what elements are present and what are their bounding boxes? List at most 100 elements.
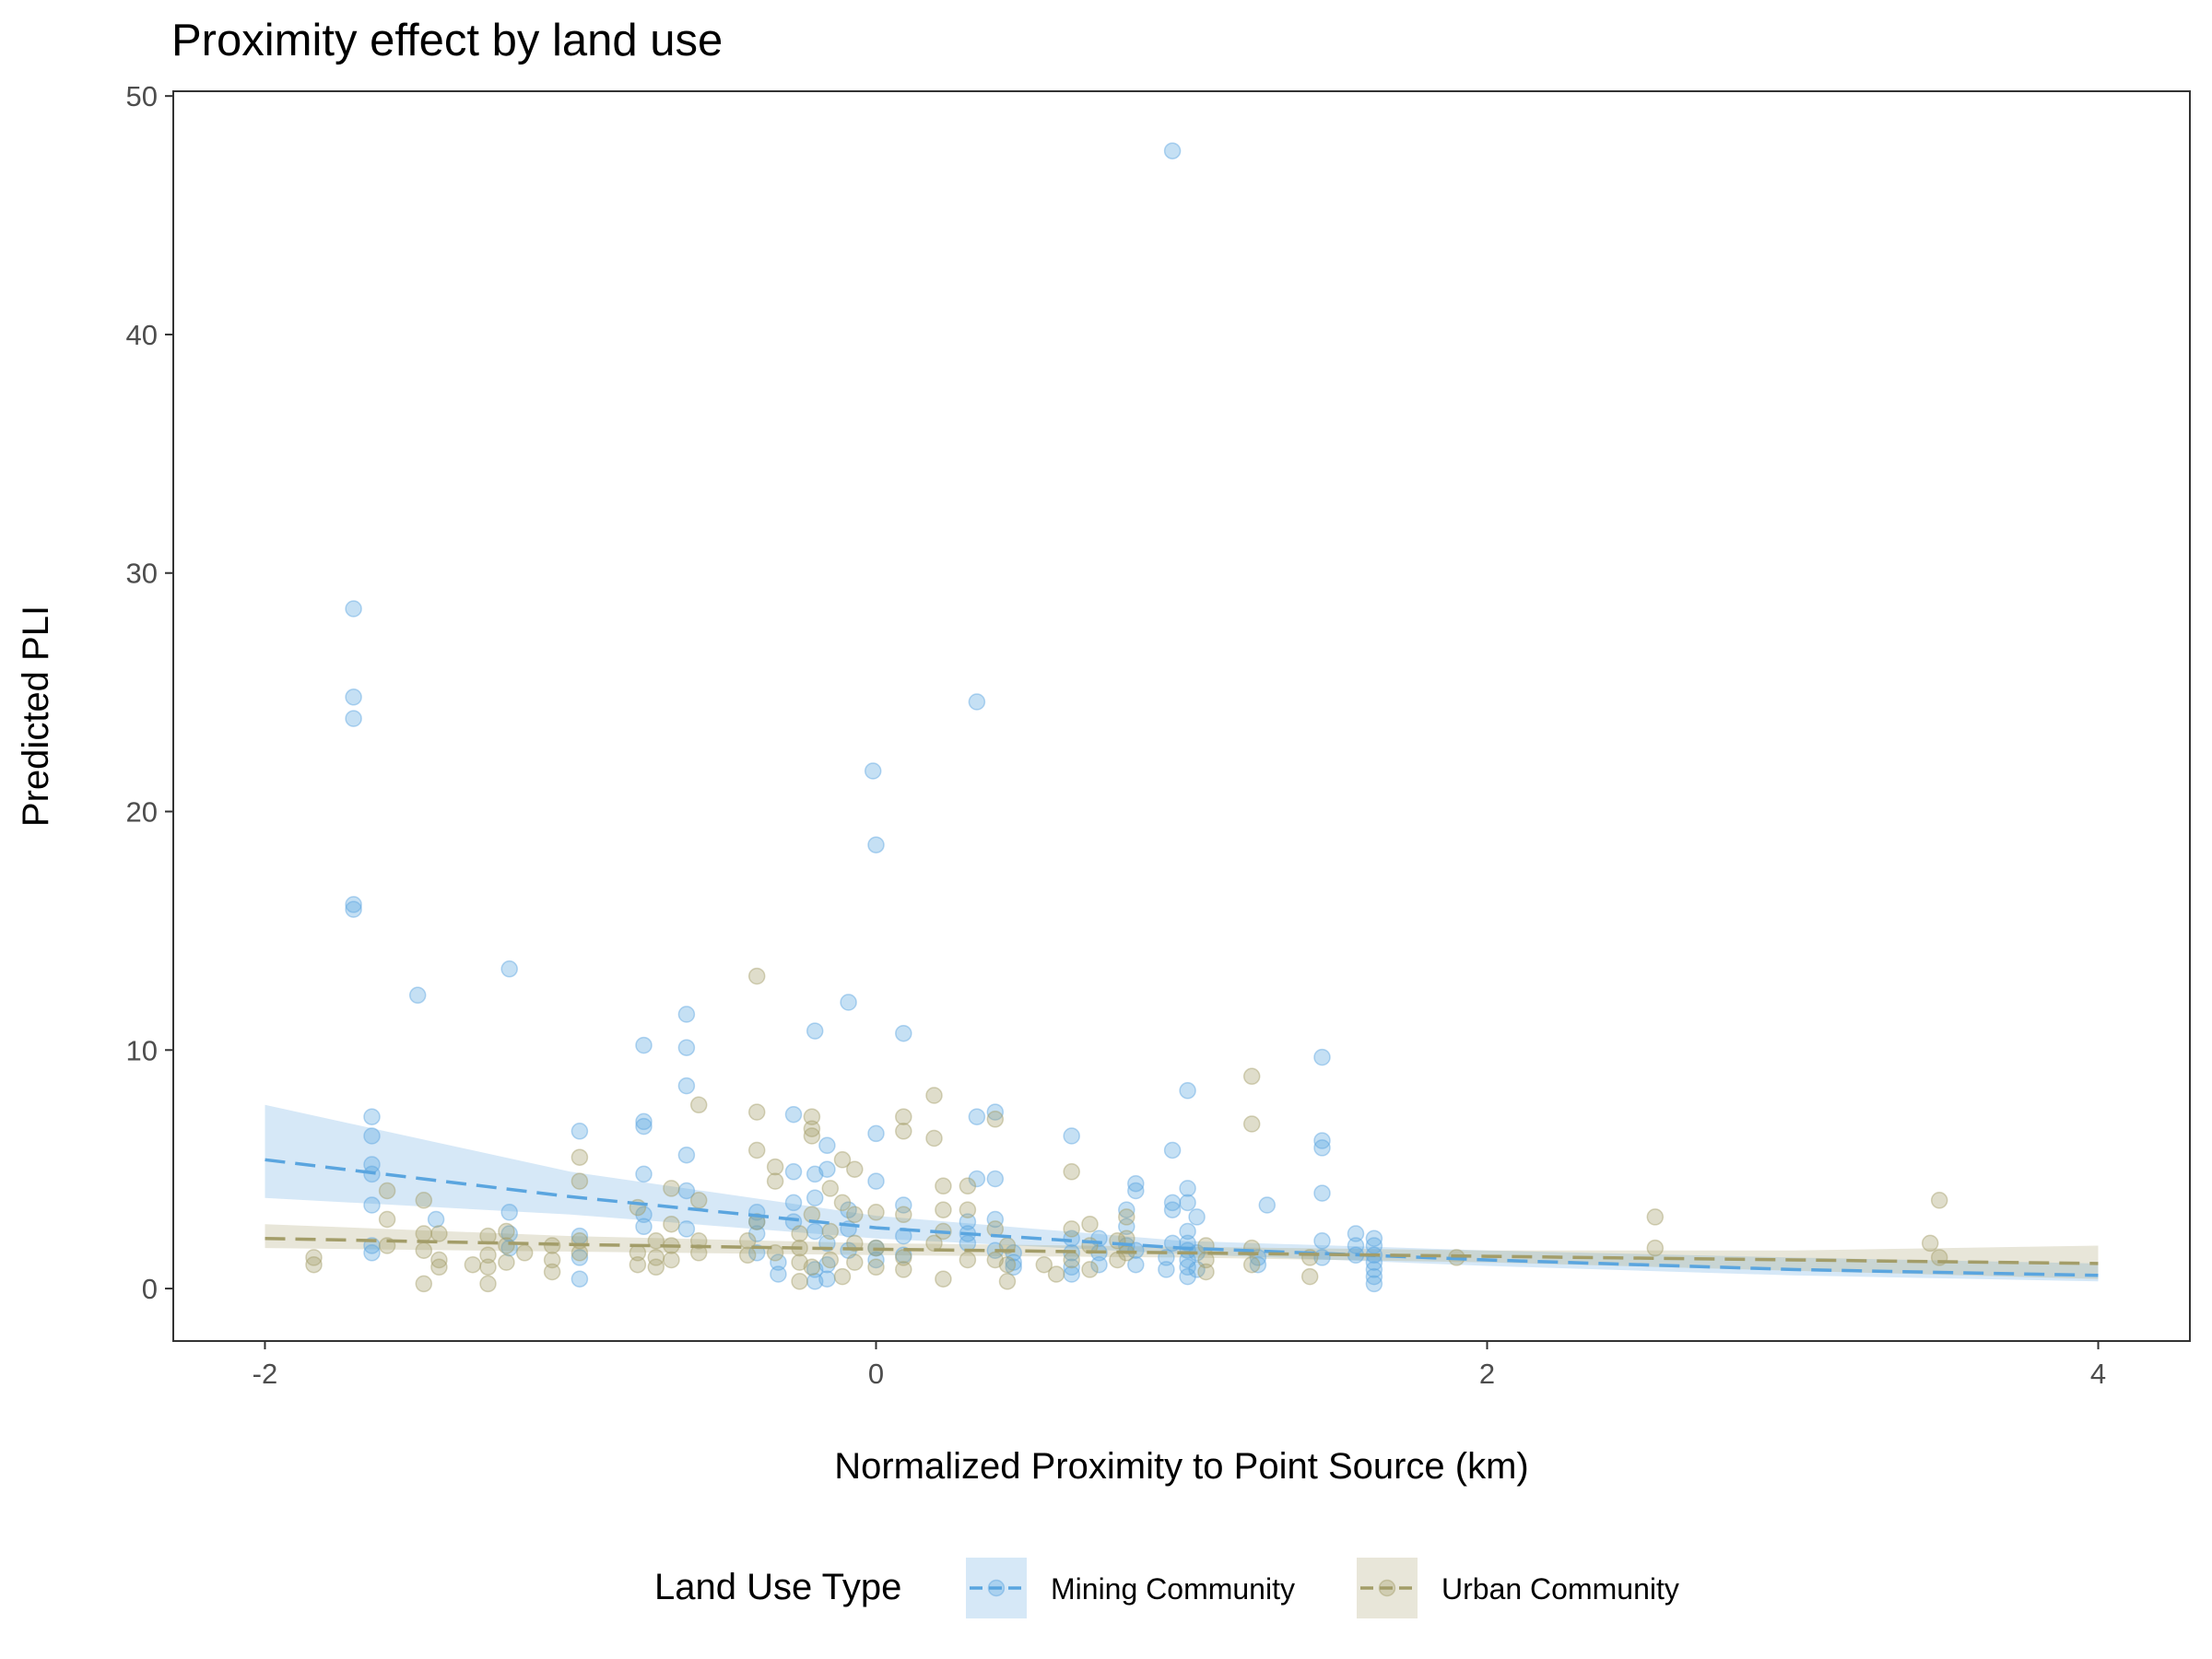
data-point-urban-community — [479, 1258, 497, 1277]
data-point-urban-community — [1646, 1239, 1665, 1257]
data-point-urban-community — [846, 1160, 864, 1178]
y-tick-label: 0 — [142, 1273, 158, 1305]
data-point-urban-community — [378, 1210, 396, 1229]
data-point-urban-community — [1242, 1255, 1261, 1274]
data-point-mining-community — [818, 1255, 836, 1274]
trend-line-mining-community — [265, 1158, 2099, 1277]
data-point-mining-community — [1258, 1196, 1277, 1214]
data-point-urban-community — [571, 1172, 589, 1190]
data-point-mining-community — [1365, 1230, 1383, 1247]
data-point-mining-community — [895, 1196, 912, 1214]
data-point-mining-community — [1365, 1275, 1383, 1293]
data-point-mining-community — [1313, 1232, 1331, 1250]
data-point-urban-community — [895, 1261, 912, 1278]
data-point-mining-community — [986, 1170, 1005, 1188]
data-point-urban-community — [464, 1255, 482, 1274]
data-point-urban-community — [479, 1275, 497, 1293]
data-point-urban-community — [738, 1232, 757, 1250]
y-tick-label: 20 — [126, 796, 158, 829]
data-point-mining-community — [635, 1036, 653, 1054]
panel-border — [172, 90, 2191, 1342]
legend-label-mining-community: Mining Community — [1051, 1572, 1295, 1606]
data-point-urban-community — [415, 1241, 433, 1259]
data-point-urban-community — [1197, 1263, 1215, 1281]
data-point-mining-community — [1179, 1180, 1196, 1197]
data-point-urban-community — [1035, 1255, 1053, 1274]
data-point-mining-community — [1005, 1253, 1022, 1271]
data-point-mining-community — [1127, 1241, 1145, 1259]
data-point-urban-community — [663, 1251, 680, 1269]
data-point-mining-community — [1365, 1261, 1383, 1278]
y-tick-label: 30 — [126, 558, 158, 590]
data-point-mining-community — [1163, 142, 1182, 159]
data-point-mining-community — [864, 762, 882, 780]
data-point-mining-community — [677, 1220, 696, 1238]
data-point-mining-community — [363, 1108, 381, 1125]
data-point-urban-community — [689, 1192, 708, 1209]
data-point-mining-community — [1163, 1141, 1182, 1159]
data-point-urban-community — [1242, 1067, 1261, 1086]
data-point-mining-community — [747, 1213, 766, 1230]
data-point-urban-community — [1081, 1261, 1099, 1278]
data-point-mining-community — [1063, 1265, 1080, 1283]
data-point-urban-community — [747, 967, 766, 985]
data-point-mining-community — [677, 1039, 696, 1056]
data-point-mining-community — [818, 1136, 836, 1155]
data-point-mining-community — [345, 710, 362, 727]
data-point-urban-community — [663, 1215, 680, 1233]
data-point-mining-community — [895, 1024, 912, 1042]
data-point-mining-community — [968, 1108, 986, 1125]
legend-key-point-mining-community — [987, 1579, 1006, 1597]
data-point-mining-community — [500, 960, 518, 978]
data-point-mining-community — [818, 1270, 836, 1288]
data-point-mining-community — [867, 1172, 885, 1190]
data-point-mining-community — [1163, 1201, 1182, 1218]
data-point-mining-community — [1179, 1222, 1196, 1241]
data-point-urban-community — [1921, 1234, 1939, 1253]
data-point-urban-community — [498, 1222, 515, 1241]
data-point-mining-community — [784, 1194, 803, 1212]
x-axis-title: Normalized Proximity to Point Source (km… — [834, 1446, 1529, 1487]
data-point-urban-community — [738, 1246, 757, 1265]
data-point-urban-community — [867, 1204, 885, 1221]
data-point-urban-community — [430, 1258, 448, 1277]
data-point-mining-community — [500, 1204, 518, 1221]
y-tick-label: 50 — [126, 80, 158, 112]
data-point-mining-community — [635, 1165, 653, 1183]
data-point-mining-community — [770, 1253, 787, 1271]
data-point-mining-community — [840, 1201, 857, 1218]
data-point-mining-community — [1127, 1174, 1145, 1193]
chart-title: Proximity effect by land use — [171, 16, 723, 65]
legend-label-urban-community: Urban Community — [1441, 1572, 1679, 1606]
data-point-urban-community — [867, 1258, 885, 1277]
data-point-urban-community — [1063, 1251, 1080, 1269]
data-point-mining-community — [677, 1182, 696, 1200]
data-point-mining-community — [1090, 1255, 1108, 1274]
data-point-urban-community — [791, 1273, 808, 1290]
data-point-mining-community — [1179, 1194, 1196, 1212]
data-point-mining-community — [677, 1006, 696, 1023]
data-point-mining-community — [1063, 1127, 1080, 1145]
data-point-mining-community — [806, 1222, 824, 1241]
data-point-mining-community — [1163, 1194, 1182, 1212]
data-point-urban-community — [663, 1180, 680, 1197]
data-point-mining-community — [1005, 1258, 1022, 1277]
data-point-mining-community — [635, 1218, 653, 1236]
data-point-urban-community — [803, 1258, 821, 1277]
legend-item-urban-community: Urban Community — [1357, 1558, 1679, 1618]
data-point-urban-community — [430, 1225, 448, 1242]
data-point-urban-community — [895, 1123, 912, 1140]
y-tick-label: 10 — [126, 1034, 158, 1066]
data-point-urban-community — [986, 1111, 1005, 1128]
data-point-urban-community — [925, 1129, 943, 1147]
data-point-mining-community — [677, 1077, 696, 1095]
data-point-mining-community — [345, 688, 362, 706]
data-point-urban-community — [846, 1234, 864, 1253]
data-point-urban-community — [571, 1148, 589, 1166]
data-point-mining-community — [571, 1249, 589, 1266]
data-point-urban-community — [543, 1263, 561, 1281]
data-point-mining-community — [1313, 1139, 1331, 1157]
data-point-mining-community — [770, 1265, 787, 1283]
